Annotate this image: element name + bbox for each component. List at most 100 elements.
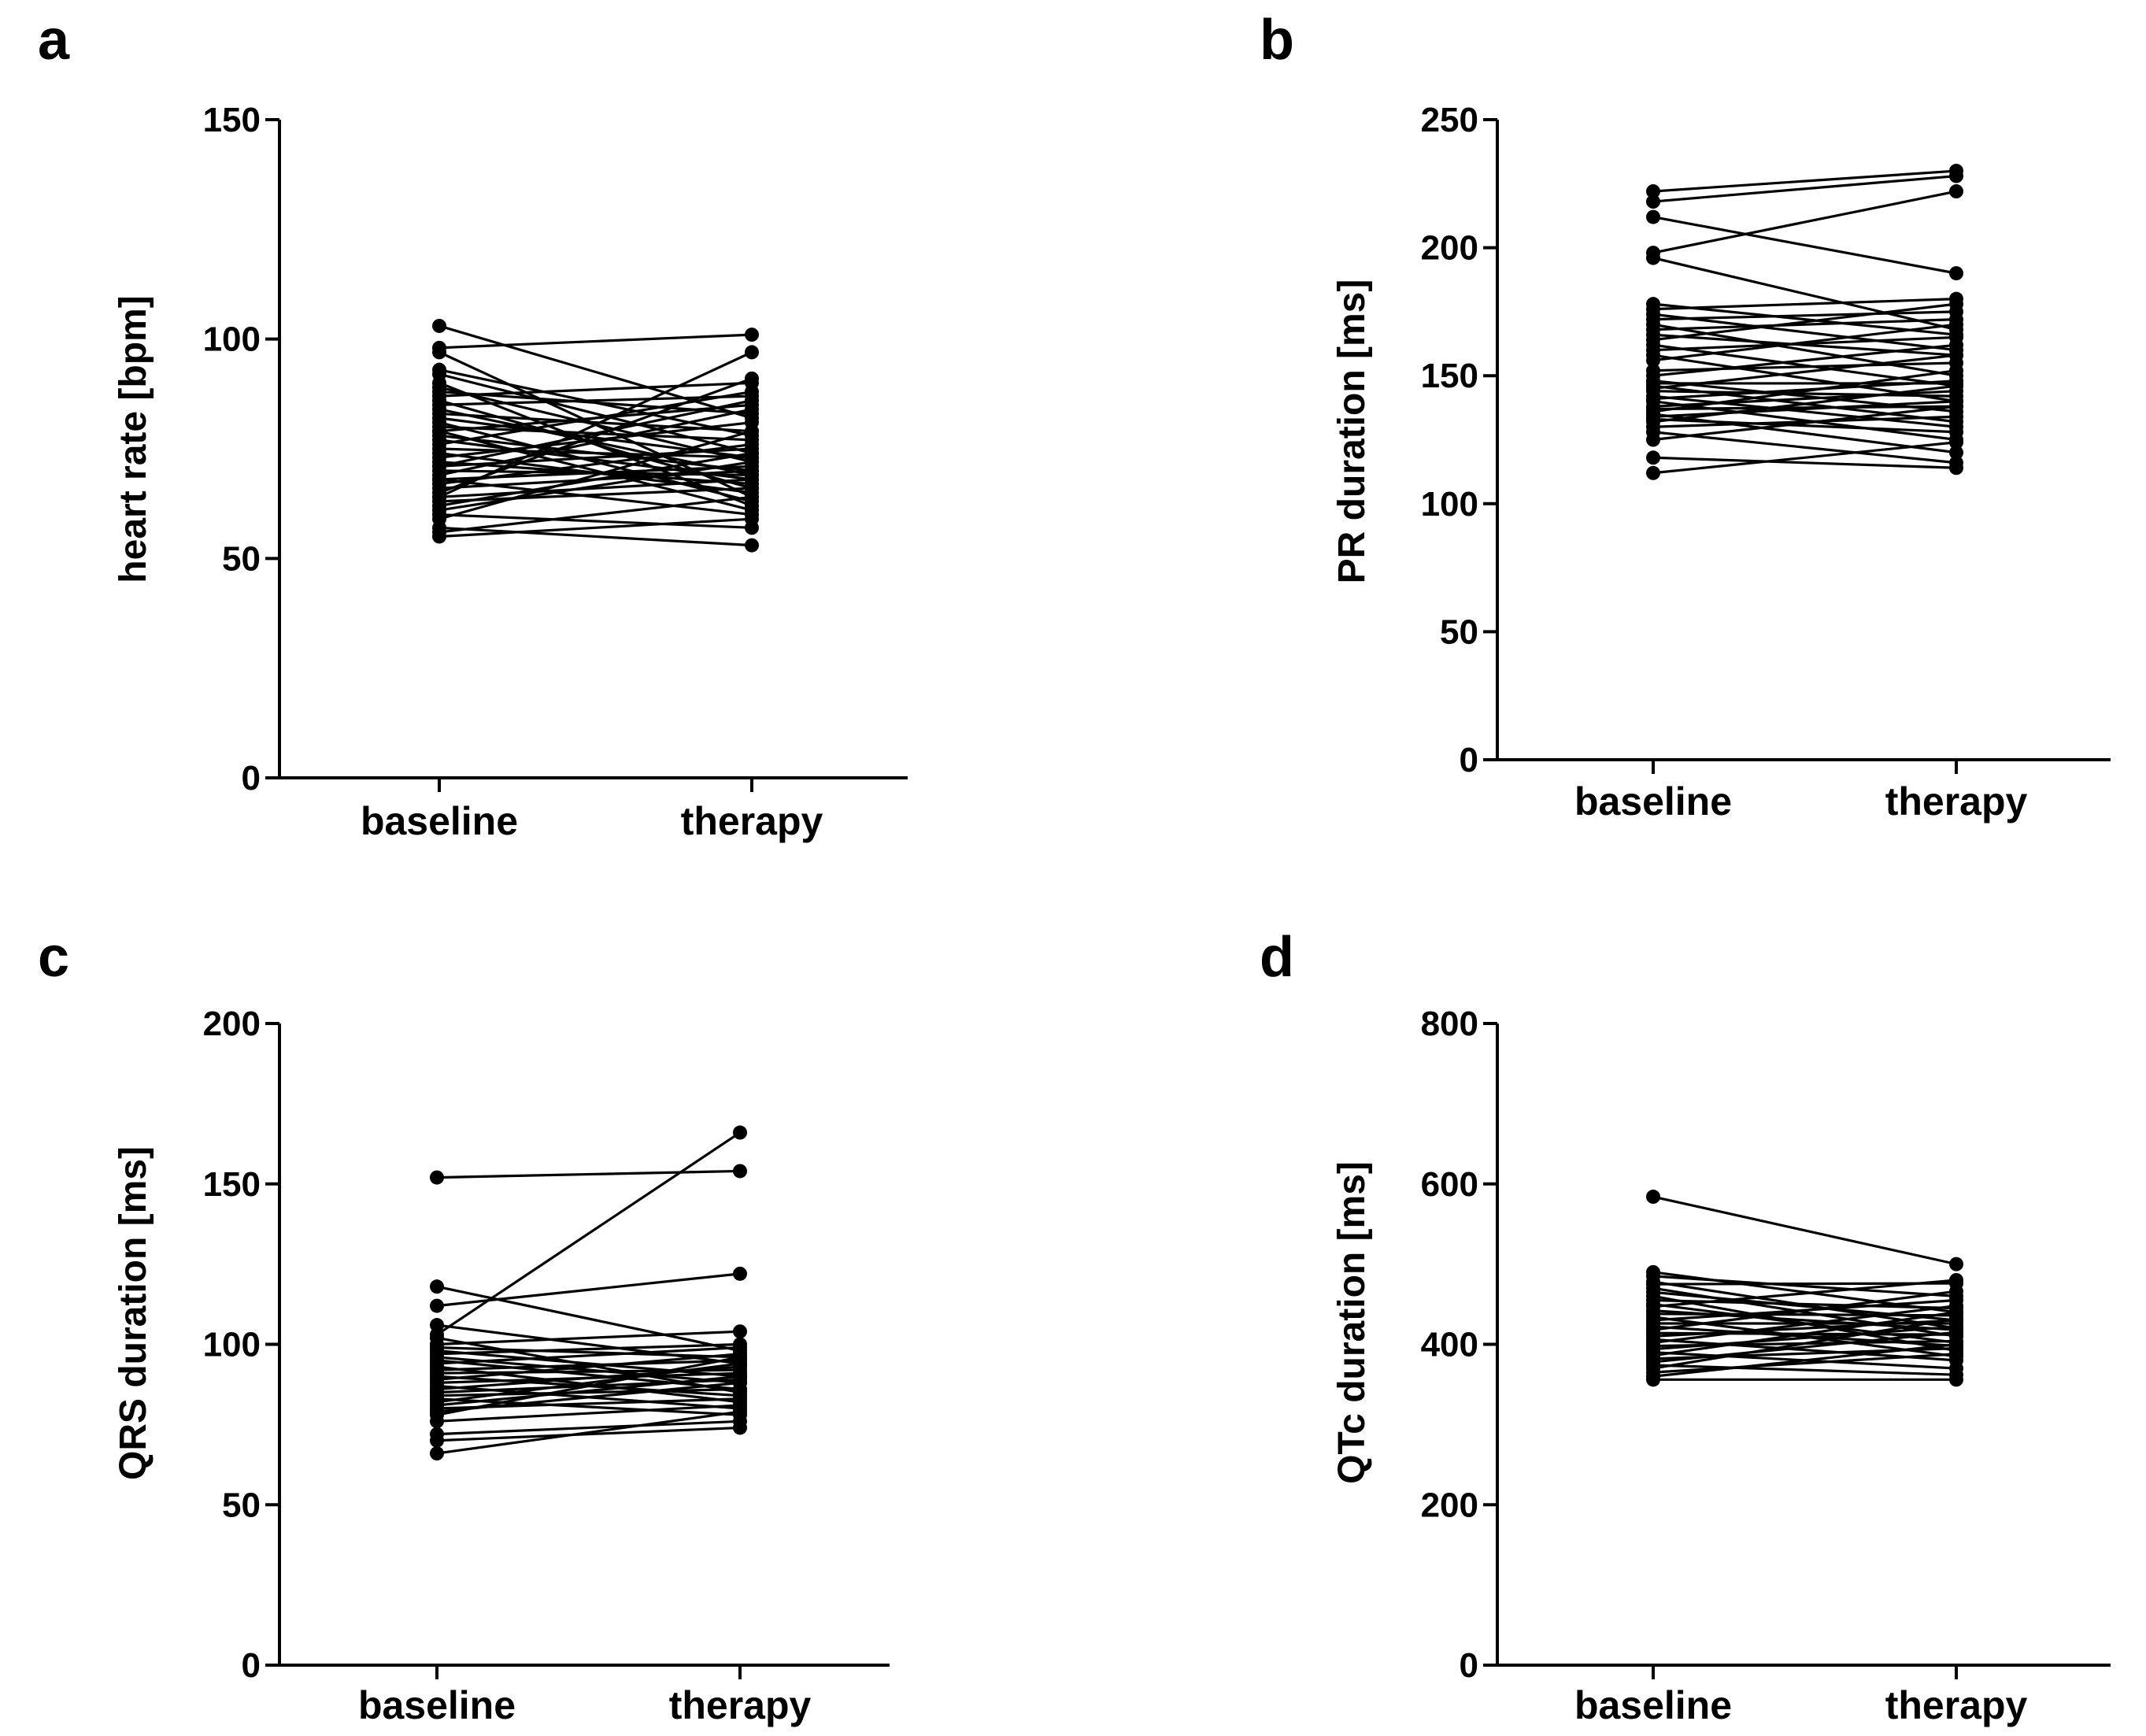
panel-d-category-therapy: therapy xyxy=(1885,1683,2028,1727)
panel-d-therapy-point-0 xyxy=(1949,1257,1963,1271)
panel-a-ytick-label-150: 150 xyxy=(203,101,261,139)
panel-d-subject-line-27 xyxy=(1652,1331,1957,1364)
panel-b-therapy-point-16 xyxy=(1949,317,1963,332)
panel-a-subject-line-40 xyxy=(438,333,753,350)
panel-a-therapy-point-42 xyxy=(745,393,759,408)
panel-d-subject-line-30 xyxy=(1652,1353,1957,1374)
panel-b-ytick-label-250: 250 xyxy=(1421,101,1478,139)
panel-b-therapy-point-2 xyxy=(1949,266,1963,281)
panel-a-baseline-point-41 xyxy=(432,490,446,505)
panel-c-ytick-label-50: 50 xyxy=(222,1486,261,1524)
panel-c-category-baseline: baseline xyxy=(358,1683,516,1727)
panel-a-subject-line-7 xyxy=(438,381,753,398)
panel-c-baseline-point-31 xyxy=(430,1433,444,1448)
panel-b-subject-line-11 xyxy=(1652,333,1957,357)
panel-a-therapy-point-40 xyxy=(745,328,759,342)
panel-b-ytick-label-50: 50 xyxy=(1440,613,1478,651)
panel-c-subject-line-1 xyxy=(436,1285,741,1353)
panel-b-subject-line-35 xyxy=(1652,431,1957,465)
panel-c-therapy-point-31 xyxy=(733,1420,747,1435)
panel-b-subject-line-1 xyxy=(1652,174,1957,203)
panel-b-baseline-point-36 xyxy=(1646,432,1660,447)
panel-b-baseline-point-1 xyxy=(1646,194,1660,209)
panel-b: b 0 50 100 150 200 250 PR duration [ms] basel… xyxy=(1260,9,2111,824)
panel-d-therapy-point-29 xyxy=(1949,1311,1963,1326)
panel-c-category-therapy: therapy xyxy=(669,1683,812,1727)
panel-b-category-baseline: baseline xyxy=(1574,779,1732,824)
panel-b-subject-line-23 xyxy=(1652,390,1957,398)
panel-b-subject-line-22 xyxy=(1652,353,1957,391)
panel-c-subject-line-11 xyxy=(436,1359,741,1391)
panel-b-therapy-point-29 xyxy=(1949,363,1963,378)
panel-c-therapy-point-27 xyxy=(733,1375,747,1390)
panel-c-subject-line-7 xyxy=(436,1345,741,1359)
panel-a-subject-line-35 xyxy=(438,513,753,529)
panel-a-therapy-point-43 xyxy=(745,503,759,518)
panel-b-ylabel: PR duration [ms] xyxy=(1331,279,1373,584)
panel-c-ylabel: QRS duration [ms] xyxy=(113,1146,154,1480)
panel-b-therapy-point-34 xyxy=(1949,409,1963,424)
panel-b-ytick-label-150: 150 xyxy=(1421,357,1478,395)
panel-b-therapy-point-22 xyxy=(1949,348,1963,363)
panel-a-baseline-point-43 xyxy=(432,424,446,439)
panel-c-therapy-point-0 xyxy=(733,1164,747,1179)
panel-a-subject-line-25 xyxy=(438,408,753,477)
panel-c-therapy-point-2 xyxy=(733,1266,747,1281)
panel-b-subject-line-6 xyxy=(1652,298,1957,311)
panel-a-therapy-point-34 xyxy=(745,454,759,469)
panel-c-subject-line-17 xyxy=(436,1353,741,1381)
panel-b-subject-line-34 xyxy=(1652,415,1957,428)
panel-a-ytick-label-100: 100 xyxy=(203,320,261,359)
panel-d-subject-line-29 xyxy=(1652,1317,1957,1370)
panel-a-subject-line-3 xyxy=(438,372,753,455)
panel-d-subject-line-12 xyxy=(1652,1312,1957,1317)
panel-a-subject-line-39 xyxy=(438,517,753,539)
panel-a-subject-line-33 xyxy=(438,451,753,508)
panel-b-baseline-point-0 xyxy=(1646,184,1660,199)
panel-a-letter: a xyxy=(38,9,70,72)
panel-b-therapy-point-37 xyxy=(1949,461,1963,476)
panel-b-subject-line-28 xyxy=(1652,405,1957,411)
panel-d-therapy-point-10 xyxy=(1949,1273,1963,1287)
panel-d-subject-line-10 xyxy=(1652,1279,1957,1308)
panel-b-subject-line-4 xyxy=(1652,257,1957,331)
panel-c-subject-line-27 xyxy=(436,1381,741,1413)
panel-a-subject-line-18 xyxy=(438,390,753,446)
panel-b-ytick-label-0: 0 xyxy=(1460,741,1478,779)
panel-a-ytick-label-50: 50 xyxy=(222,539,261,578)
panel-c-subject-line-8 xyxy=(436,1349,741,1378)
panel-a-subject-line-36 xyxy=(438,430,753,520)
panel-b-baseline-point-4 xyxy=(1646,250,1660,265)
panel-b-subject-line-0 xyxy=(1652,169,1957,193)
panel-c-letter: c xyxy=(38,926,69,989)
panel-d-subject-line-2 xyxy=(1652,1275,1957,1297)
panel-d-subject-line-0 xyxy=(1652,1195,1957,1266)
panel-d: d 0 200 400 600 800 QTc duration [ms] baseli… xyxy=(1260,926,2111,1727)
panel-b-ytick-label-200: 200 xyxy=(1421,229,1478,268)
panel-b-baseline-point-38 xyxy=(1646,465,1660,480)
panel-a-therapy-point-36 xyxy=(745,424,759,439)
panel-b-subject-line-14 xyxy=(1652,335,1957,352)
panel-b-subject-line-38 xyxy=(1652,441,1957,475)
panel-b-therapy-point-18 xyxy=(1949,338,1963,353)
panel-c-subject-line-28 xyxy=(436,1356,741,1416)
panel-c-subject-line-29 xyxy=(436,1404,741,1423)
panel-b-subject-line-18 xyxy=(1652,343,1957,377)
panel-b-subject-line-17 xyxy=(1652,361,1957,372)
panel-a-ylabel: heart rate [bpm] xyxy=(113,295,154,583)
panel-b-subject-line-32 xyxy=(1652,417,1957,434)
panel-c-baseline-point-32 xyxy=(430,1446,444,1461)
panel-a-subject-line-32 xyxy=(438,487,753,503)
panel-d-therapy-point-17 xyxy=(1949,1284,1963,1299)
panel-a: a 0 50 100 150 heart rate [bpm] baseline th… xyxy=(38,9,908,843)
panel-d-baseline-point-0 xyxy=(1646,1190,1660,1205)
panel-c-subject-line-9 xyxy=(436,1342,741,1356)
panel-d-therapy-point-32 xyxy=(1949,1372,1963,1387)
panel-c-subject-line-14 xyxy=(436,1359,741,1371)
panel-c-subject-line-31 xyxy=(436,1426,741,1442)
panel-d-subject-line-28 xyxy=(1652,1364,1957,1376)
panel-c-subject-line-6 xyxy=(436,1330,741,1346)
panel-c-therapy-point-6 xyxy=(733,1324,747,1339)
panel-c-subject-line-0 xyxy=(436,1169,741,1179)
